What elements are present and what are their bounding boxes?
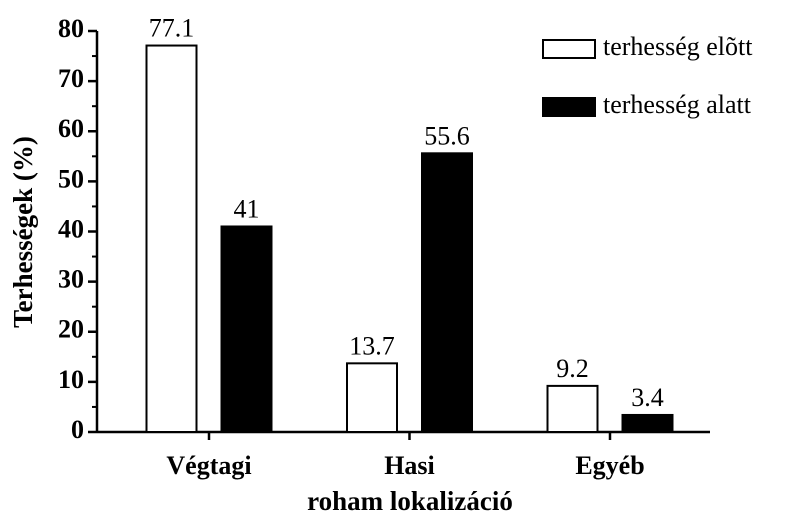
y-tick-label: 50 xyxy=(58,164,84,193)
bar xyxy=(346,362,398,433)
value-label: 9.2 xyxy=(556,354,589,383)
y-tick-label: 40 xyxy=(58,214,84,243)
y-tick-label: 0 xyxy=(71,415,84,444)
y-tick-label: 20 xyxy=(58,315,84,344)
value-label: 13.7 xyxy=(349,331,395,360)
x-tick-label: Végtagi xyxy=(166,451,251,480)
legend-label: terhesség elõtt xyxy=(603,32,753,61)
value-label: 77.1 xyxy=(149,14,195,43)
legend-swatch xyxy=(542,39,596,59)
y-axis-title: Terhességek (%) xyxy=(8,136,38,328)
y-tick-label: 10 xyxy=(58,365,84,394)
bar xyxy=(421,152,473,433)
value-label: 3.4 xyxy=(631,383,664,412)
bar xyxy=(145,44,198,433)
bar xyxy=(220,225,273,433)
legend-swatch xyxy=(542,97,596,117)
value-label: 41 xyxy=(234,194,260,223)
y-tick-label: 80 xyxy=(58,14,84,43)
value-label: 55.6 xyxy=(424,121,470,150)
x-tick-label: Hasi xyxy=(384,451,435,480)
x-tick-label: Egyéb xyxy=(575,451,644,480)
legend-label: terhesség alatt xyxy=(603,90,752,119)
bar xyxy=(621,413,674,433)
y-tick-label: 30 xyxy=(58,265,84,294)
bar xyxy=(546,384,599,434)
y-tick-label: 60 xyxy=(58,114,84,143)
y-tick-label: 70 xyxy=(58,64,84,93)
x-axis-title: roham lokalizáció xyxy=(307,486,513,516)
